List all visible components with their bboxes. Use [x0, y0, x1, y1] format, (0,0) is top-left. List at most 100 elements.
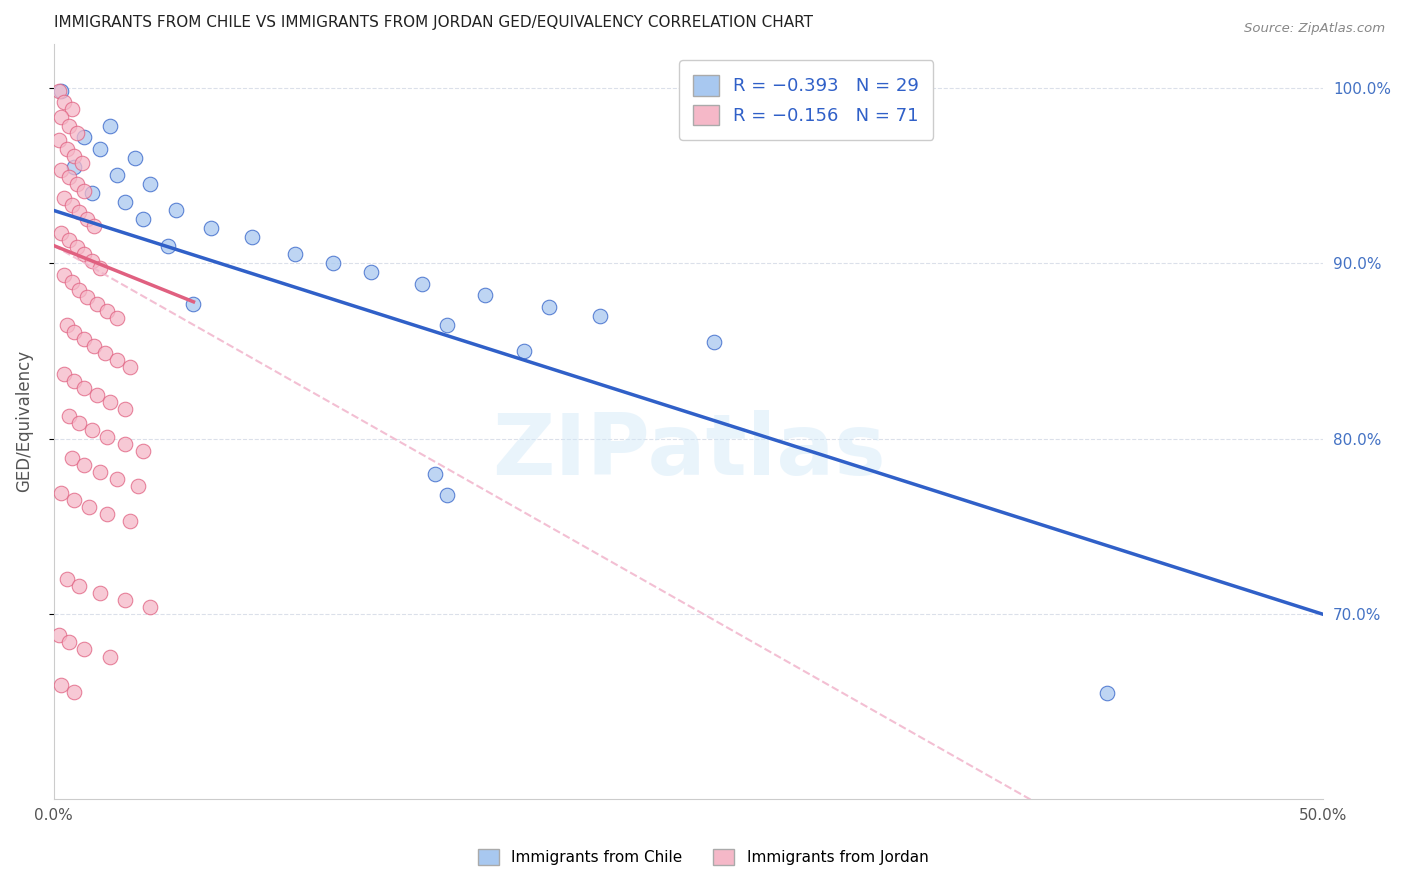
Point	[98, 119, 121, 133]
Point	[63, 160, 86, 174]
Point	[55, 318, 77, 332]
Point	[51, 163, 73, 178]
Point	[165, 203, 187, 218]
Point	[80, 186, 103, 200]
Point	[60, 102, 83, 116]
Point	[89, 586, 111, 600]
Point	[105, 352, 128, 367]
Point	[51, 227, 73, 241]
Point	[131, 444, 153, 458]
Point	[73, 184, 96, 198]
Point	[93, 345, 115, 359]
Point	[55, 572, 77, 586]
Point	[67, 283, 90, 297]
Point	[322, 256, 344, 270]
Point	[53, 367, 76, 381]
Point	[89, 142, 111, 156]
Point	[114, 437, 136, 451]
Point	[63, 325, 86, 339]
Point	[80, 254, 103, 268]
Point	[53, 268, 76, 283]
Point	[89, 465, 111, 479]
Point	[411, 277, 433, 292]
Point	[127, 479, 149, 493]
Point	[70, 156, 93, 170]
Point	[474, 287, 496, 301]
Point	[96, 508, 118, 522]
Point	[58, 170, 80, 185]
Point	[66, 240, 89, 254]
Point	[1097, 686, 1119, 700]
Point	[55, 142, 77, 156]
Point	[114, 401, 136, 416]
Point	[60, 198, 83, 212]
Point	[73, 247, 96, 261]
Point	[105, 310, 128, 325]
Point	[89, 261, 111, 276]
Point	[124, 151, 146, 165]
Point	[66, 177, 89, 191]
Text: ZIPatlas: ZIPatlas	[492, 410, 886, 493]
Y-axis label: GED/Equivalency: GED/Equivalency	[15, 351, 32, 492]
Point	[83, 219, 105, 234]
Point	[76, 212, 98, 227]
Point	[183, 296, 205, 310]
Text: Source: ZipAtlas.com: Source: ZipAtlas.com	[1244, 22, 1385, 36]
Point	[73, 129, 96, 144]
Point	[51, 678, 73, 692]
Text: IMMIGRANTS FROM CHILE VS IMMIGRANTS FROM JORDAN GED/EQUIVALENCY CORRELATION CHAR: IMMIGRANTS FROM CHILE VS IMMIGRANTS FROM…	[53, 15, 813, 30]
Point	[63, 493, 86, 508]
Point	[58, 635, 80, 649]
Point	[48, 84, 70, 98]
Point	[96, 303, 118, 318]
Point	[436, 488, 458, 502]
Point	[512, 343, 534, 358]
Point	[360, 265, 382, 279]
Point	[51, 486, 73, 500]
Point	[60, 276, 83, 290]
Point	[53, 95, 76, 109]
Point	[98, 649, 121, 664]
Point	[53, 191, 76, 205]
Point	[703, 335, 725, 350]
Point	[48, 628, 70, 642]
Point	[105, 472, 128, 486]
Point	[114, 194, 136, 209]
Point	[118, 359, 141, 374]
Point	[73, 332, 96, 346]
Point	[589, 309, 612, 323]
Point	[67, 416, 90, 430]
Point	[114, 593, 136, 607]
Point	[240, 230, 263, 244]
Point	[63, 684, 86, 698]
Point	[423, 467, 446, 481]
Point	[79, 500, 101, 515]
Point	[63, 149, 86, 163]
Point	[537, 300, 560, 314]
Point	[58, 409, 80, 423]
Point	[60, 451, 83, 466]
Point	[63, 374, 86, 388]
Point	[73, 381, 96, 395]
Point	[98, 395, 121, 409]
Point	[86, 388, 108, 402]
Point	[58, 233, 80, 247]
Point	[80, 423, 103, 437]
Point	[67, 205, 90, 219]
Point	[131, 212, 153, 227]
Legend: Immigrants from Chile, Immigrants from Jordan: Immigrants from Chile, Immigrants from J…	[471, 843, 935, 871]
Point	[67, 579, 90, 593]
Point	[73, 642, 96, 657]
Point	[436, 318, 458, 332]
Point	[66, 126, 89, 140]
Point	[58, 119, 80, 133]
Point	[76, 289, 98, 303]
Point	[51, 84, 73, 98]
Point	[200, 221, 222, 235]
Point	[139, 600, 162, 615]
Point	[73, 458, 96, 472]
Point	[284, 247, 307, 261]
Point	[83, 339, 105, 353]
Point	[51, 111, 73, 125]
Point	[96, 430, 118, 444]
